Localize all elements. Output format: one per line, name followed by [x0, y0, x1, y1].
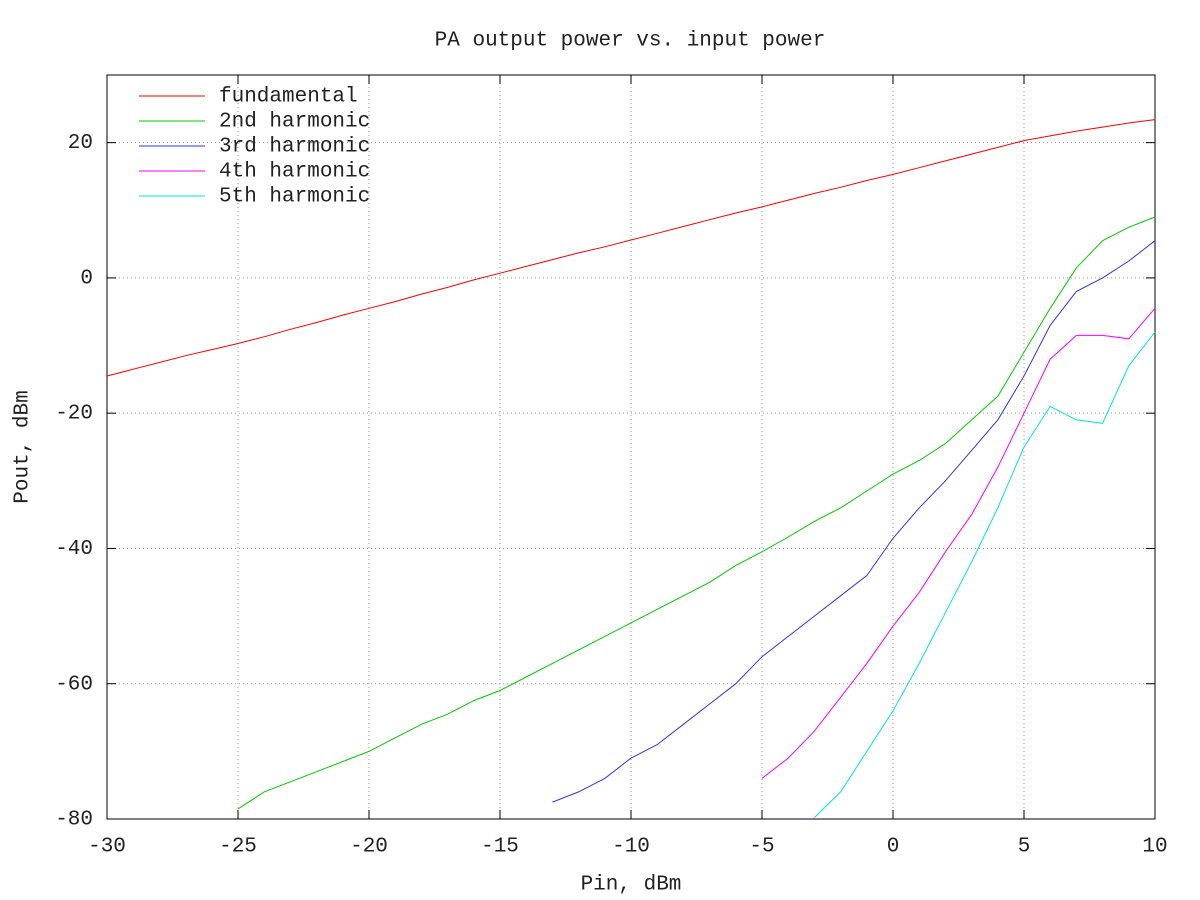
chart-title: PA output power vs. input power [435, 30, 826, 53]
x-tick-label: -20 [350, 836, 388, 859]
y-tick-label: 20 [68, 132, 93, 155]
y-tick-label: -80 [55, 809, 93, 832]
legend-label: 2nd harmonic [219, 111, 370, 134]
x-tick-label: -25 [219, 836, 257, 859]
legend-label: 3rd harmonic [219, 136, 370, 159]
y-tick-label: -40 [55, 538, 93, 561]
x-tick-label: -15 [481, 836, 519, 859]
x-tick-label: 0 [887, 836, 900, 859]
series-line [814, 331, 1156, 818]
x-axis-label: Pin, dBm [581, 874, 682, 897]
y-tick-label: -60 [55, 673, 93, 696]
y-axis-label: Pout, dBm [12, 390, 35, 503]
plot-frame [106, 74, 1156, 820]
x-tick-label: -10 [612, 836, 650, 859]
x-tick-label: 10 [1142, 836, 1167, 859]
series-line [552, 240, 1156, 803]
x-tick-label: 5 [1018, 836, 1031, 859]
legend-label: 4th harmonic [219, 161, 370, 184]
legend-label: fundamental [219, 86, 358, 109]
legend-label: 5th harmonic [219, 186, 370, 209]
x-tick-label: -30 [88, 836, 126, 859]
series-line [237, 216, 1156, 810]
y-tick-label: 0 [80, 267, 93, 290]
series-line [761, 307, 1156, 779]
y-tick-label: -20 [55, 403, 93, 426]
x-tick-label: -5 [749, 836, 774, 859]
series-line [106, 119, 1156, 377]
